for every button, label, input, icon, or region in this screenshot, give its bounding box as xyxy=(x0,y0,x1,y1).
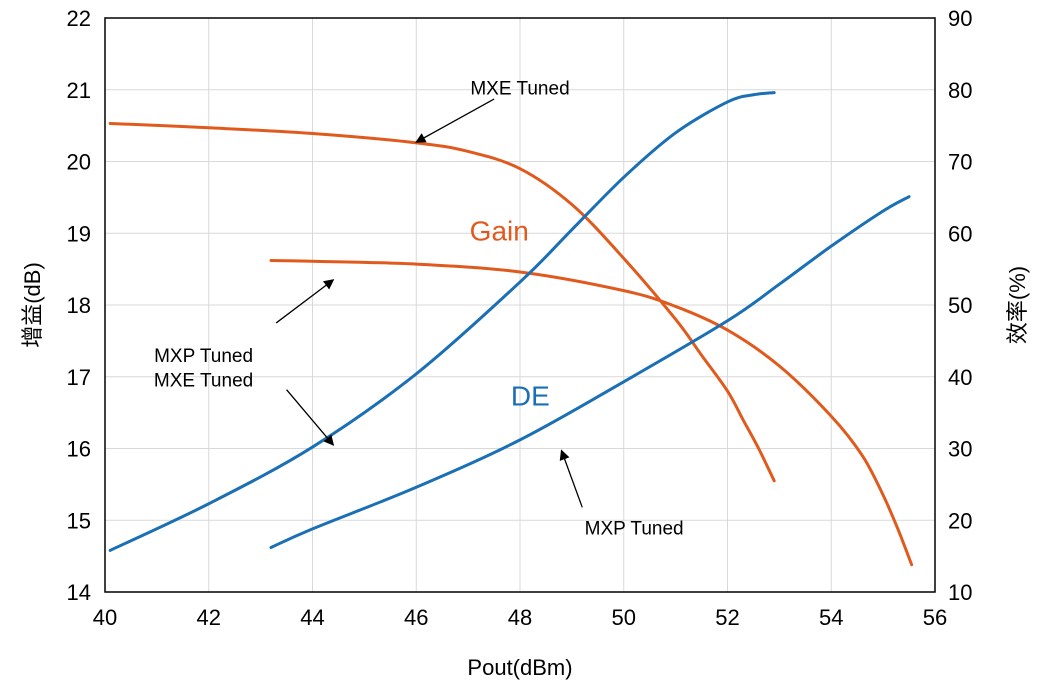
tick-labels: 40 42 44 46 48 50 52 54 56 14 15 16 17 18 19 20 21 22 10 20… xyxy=(67,6,973,630)
annotation-arrow xyxy=(415,98,495,143)
x-tick-label: 50 xyxy=(612,605,636,630)
annotation-label: MXE Tuned xyxy=(154,371,253,392)
de-series-line xyxy=(108,91,776,552)
annotation-label: MXP Tuned xyxy=(154,346,253,367)
x-tick-label: 56 xyxy=(923,605,947,630)
left-y-tick-label: 21 xyxy=(67,78,91,103)
right-y-tick-label: 80 xyxy=(948,78,972,103)
right-y-tick-label: 60 xyxy=(948,221,972,246)
left-y-tick-label: 22 xyxy=(67,6,91,31)
annotation-arrow xyxy=(275,279,335,324)
left-y-tick-label: 16 xyxy=(67,437,91,462)
right-y-tick-label: 40 xyxy=(948,365,972,390)
right-y-tick-label: 10 xyxy=(948,580,972,605)
annotations: MXE Tuned MXP Tuned MXE Tuned MXP Tuned xyxy=(154,79,684,540)
left-y-tick-label: 15 xyxy=(67,508,91,533)
x-tick-label: 54 xyxy=(819,605,843,630)
annotation-arrow xyxy=(559,449,583,508)
right-y-tick-label: 30 xyxy=(948,437,972,462)
right-y-tick-label: 90 xyxy=(948,6,972,31)
x-tick-label: 48 xyxy=(508,605,532,630)
x-tick-label: 40 xyxy=(93,605,117,630)
left-y-tick-label: 19 xyxy=(67,221,91,246)
annotation-label: MXP Tuned xyxy=(585,518,684,539)
right-y-axis-title: 效率(%) xyxy=(1005,266,1030,344)
left-y-tick-label: 17 xyxy=(67,365,91,390)
right-y-tick-label: 50 xyxy=(948,293,972,318)
left-y-tick-label: 14 xyxy=(67,580,91,605)
x-tick-label: 46 xyxy=(404,605,428,630)
annotation-label: MXE Tuned xyxy=(470,79,569,100)
plot-frame xyxy=(104,17,936,593)
gain-series-label: Gain xyxy=(470,215,529,246)
x-tick-label: 52 xyxy=(715,605,739,630)
x-axis-title: Pout(dBm) xyxy=(467,655,572,680)
grid xyxy=(104,17,936,593)
gain-series-line xyxy=(108,121,776,483)
series-layer xyxy=(108,91,914,567)
de-series-line xyxy=(269,195,911,550)
right-y-tick-label: 70 xyxy=(948,150,972,175)
de-series-label: DE xyxy=(511,380,550,411)
left-y-axis-title: 增益(dB) xyxy=(20,262,45,348)
left-y-tick-label: 18 xyxy=(67,293,91,318)
gain-series-line xyxy=(269,259,914,567)
x-tick-label: 42 xyxy=(197,605,221,630)
left-y-tick-label: 20 xyxy=(67,150,91,175)
x-tick-label: 44 xyxy=(300,605,324,630)
right-y-tick-label: 20 xyxy=(948,508,972,533)
annotation-arrow xyxy=(286,389,335,446)
